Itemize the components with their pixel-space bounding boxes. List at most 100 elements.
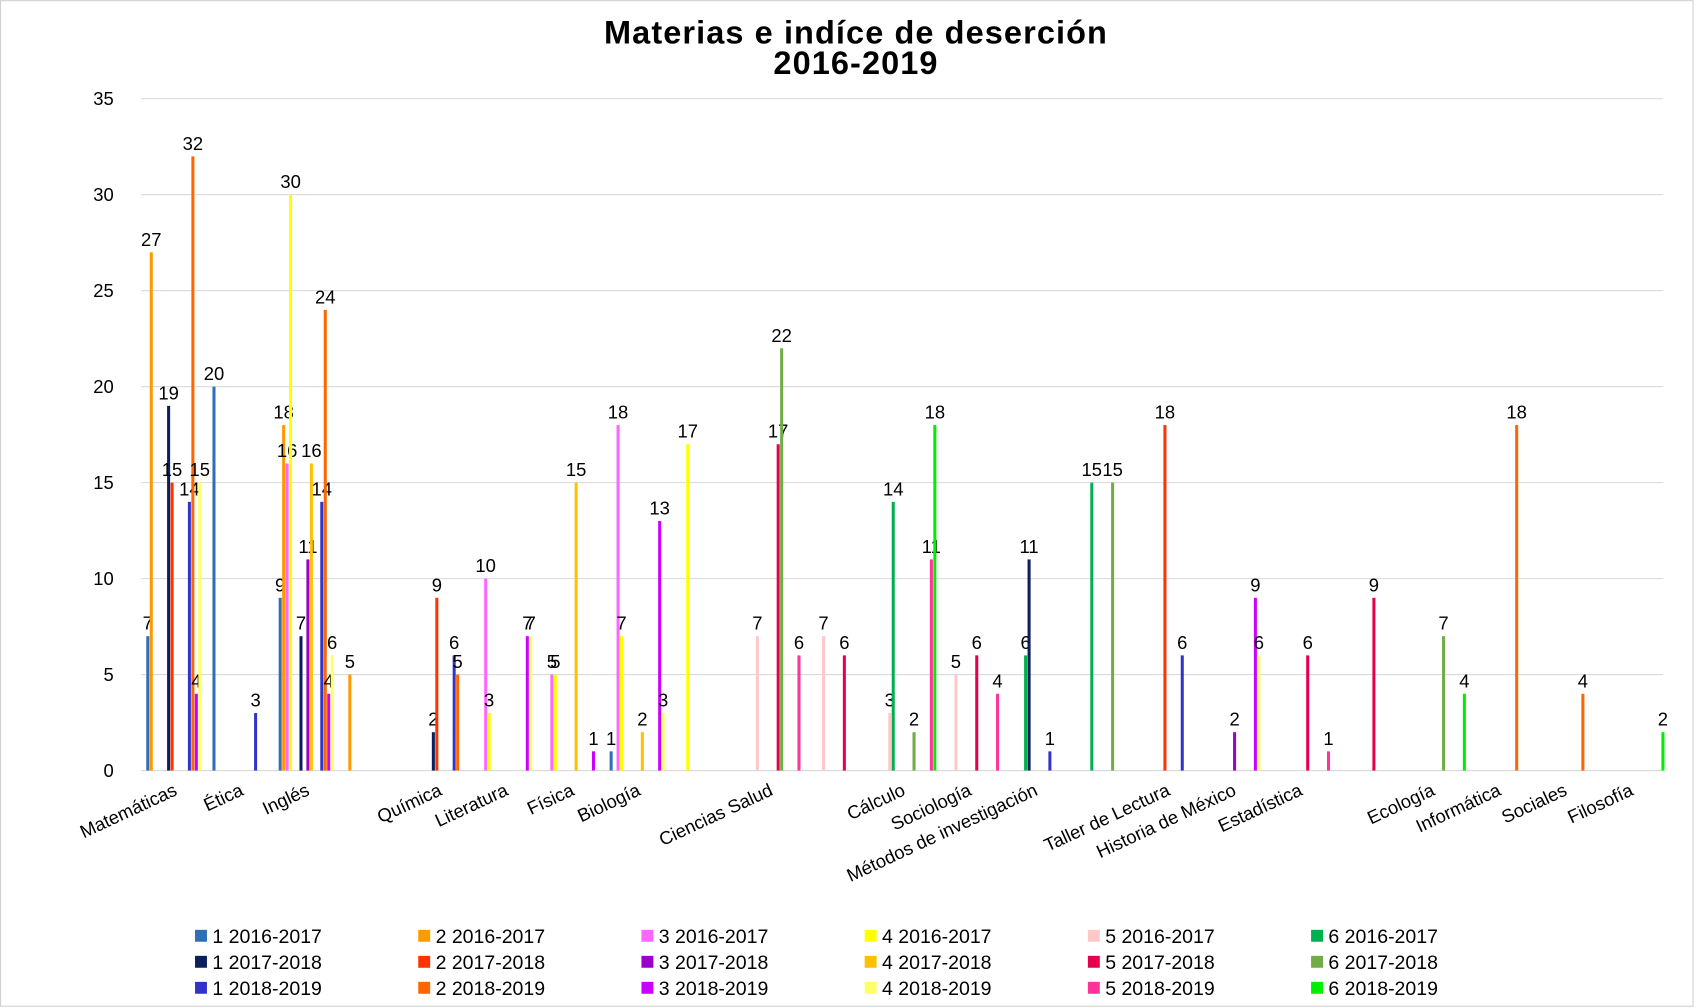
data-label: 7	[522, 613, 532, 634]
bar	[320, 501, 324, 771]
data-label: 4	[324, 670, 334, 691]
bar	[591, 751, 595, 771]
data-label: 15	[190, 459, 210, 480]
data-label: 18	[273, 402, 293, 423]
data-label: 18	[608, 402, 628, 423]
legend-label: 4 2016-2017	[882, 926, 992, 948]
bar	[167, 405, 171, 771]
bar	[996, 693, 1000, 771]
data-label: 24	[315, 286, 335, 307]
bar	[487, 712, 491, 771]
bar	[435, 597, 439, 771]
bar	[212, 386, 216, 771]
bar	[146, 636, 150, 771]
legend-swatch	[1311, 955, 1324, 968]
data-label: 13	[649, 498, 669, 519]
bar	[1581, 693, 1585, 771]
data-label: 6	[839, 632, 849, 653]
data-label: 30	[280, 171, 300, 192]
legend-label: 6 2017-2018	[1328, 952, 1438, 974]
bar	[191, 156, 195, 771]
bar	[254, 712, 258, 771]
data-label: 17	[677, 421, 697, 442]
bar	[954, 674, 958, 771]
bar	[550, 674, 554, 771]
data-label: 6	[1177, 632, 1187, 653]
data-label: 2	[1229, 709, 1239, 730]
legend-swatch	[418, 955, 431, 968]
y-tick-label: 25	[93, 280, 113, 301]
legend-label: 1 2018-2019	[212, 978, 322, 1000]
data-label: 18	[925, 402, 945, 423]
data-label: 11	[298, 536, 317, 557]
legend-label: 1 2017-2018	[212, 952, 322, 974]
data-label: 4	[992, 670, 1002, 691]
legend-label: 6 2016-2017	[1328, 926, 1438, 948]
bar	[1257, 655, 1261, 771]
data-label: 4	[1578, 670, 1588, 691]
data-label: 7	[1438, 613, 1448, 634]
y-tick-label: 15	[93, 472, 113, 493]
bar	[780, 348, 784, 771]
bar	[323, 309, 327, 771]
data-label: 7	[616, 613, 626, 634]
chart-subtitle: 2016-2019	[773, 45, 938, 81]
bar	[822, 636, 826, 771]
bar	[289, 194, 293, 771]
legend-label: 3 2018-2019	[659, 978, 769, 1000]
data-label: 4	[1459, 670, 1469, 691]
legend-swatch	[1311, 981, 1324, 994]
legend-swatch	[864, 981, 877, 994]
legend-label: 2 2018-2019	[436, 978, 546, 1000]
bar	[431, 732, 435, 771]
bar	[658, 521, 662, 771]
data-label: 14	[179, 478, 199, 499]
bar	[1372, 597, 1376, 771]
data-label: 5	[453, 651, 463, 672]
y-tick-label: 35	[93, 88, 113, 109]
data-label: 9	[432, 574, 442, 595]
y-tick-label: 0	[104, 760, 114, 781]
data-label: 5	[550, 651, 560, 672]
data-label: 18	[1155, 402, 1175, 423]
bar	[553, 674, 557, 771]
data-label: 16	[301, 440, 321, 461]
data-label: 7	[296, 613, 306, 634]
legend-swatch	[641, 929, 654, 942]
data-label: 7	[143, 613, 153, 634]
bar	[912, 732, 916, 771]
y-tick-label: 30	[93, 184, 113, 205]
data-label: 5	[951, 651, 961, 672]
data-label: 9	[1369, 574, 1379, 595]
bar	[933, 425, 937, 771]
bar	[1462, 693, 1466, 771]
bar	[661, 712, 665, 771]
legend-swatch	[641, 981, 654, 994]
legend-label: 3 2017-2018	[659, 952, 769, 974]
bar	[452, 655, 456, 771]
data-label: 15	[1082, 459, 1102, 480]
data-label: 15	[162, 459, 182, 480]
bar	[888, 712, 892, 771]
bar	[285, 463, 289, 771]
bar	[891, 501, 895, 771]
data-label: 19	[158, 382, 178, 403]
y-tick-label: 5	[104, 664, 114, 685]
chart-title: Materias e indíce de deserción	[604, 14, 1108, 50]
data-label: 22	[771, 325, 791, 346]
bar	[842, 655, 846, 771]
bar	[348, 674, 352, 771]
legend-label: 5 2018-2019	[1105, 978, 1215, 1000]
data-label: 6	[449, 632, 459, 653]
legend-swatch	[418, 981, 431, 994]
legend-label: 5 2016-2017	[1105, 926, 1215, 948]
bar	[929, 559, 933, 771]
bar	[797, 655, 801, 771]
bar	[1111, 482, 1115, 771]
data-label: 1	[1323, 728, 1333, 749]
bar	[529, 636, 533, 771]
bar	[309, 463, 313, 771]
data-label: 5	[345, 651, 355, 672]
bar	[574, 482, 578, 771]
data-label: 14	[883, 478, 903, 499]
